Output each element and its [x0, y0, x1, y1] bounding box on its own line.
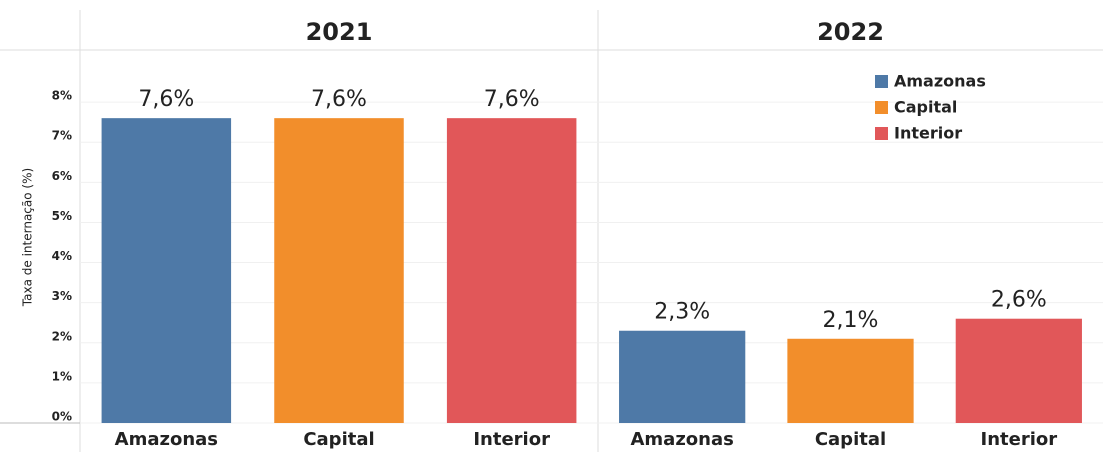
y-tick-label: 4% [52, 249, 72, 263]
panel-title: 2022 [817, 18, 884, 46]
legend-label: Amazonas [894, 72, 986, 91]
value-label: 7,6% [311, 87, 367, 112]
value-label: 7,6% [138, 87, 194, 112]
y-tick-label: 3% [52, 289, 72, 303]
x-tick-label: Capital [815, 429, 886, 450]
y-tick-label: 1% [52, 369, 72, 383]
y-tick-label: 0% [52, 410, 72, 424]
panel-title: 2021 [306, 18, 373, 46]
x-tick-label: Amazonas [115, 429, 218, 450]
legend-swatch [875, 75, 888, 88]
bar [101, 118, 232, 424]
y-tick-label: 7% [52, 129, 72, 143]
bar [619, 330, 746, 423]
legend-label: Capital [894, 98, 957, 117]
y-tick-label: 5% [52, 209, 72, 223]
bar [955, 318, 1082, 423]
bar [446, 118, 577, 424]
legend-swatch [875, 101, 888, 114]
y-axis-label: Taxa de internação (%) [21, 168, 35, 307]
bar [274, 118, 404, 424]
bar [787, 338, 914, 423]
value-label: 7,6% [484, 87, 540, 112]
x-tick-label: Interior [981, 429, 1058, 450]
x-tick-label: Interior [473, 429, 550, 450]
y-tick-label: 2% [52, 329, 72, 343]
legend-label: Interior [894, 124, 962, 143]
value-label: 2,1% [823, 308, 879, 333]
value-label: 2,3% [654, 300, 710, 325]
x-tick-label: Capital [303, 429, 374, 450]
value-label: 2,6% [991, 288, 1047, 313]
x-tick-label: Amazonas [630, 429, 733, 450]
legend-swatch [875, 127, 888, 140]
y-tick-label: 6% [52, 169, 72, 183]
y-tick-label: 8% [52, 89, 72, 103]
